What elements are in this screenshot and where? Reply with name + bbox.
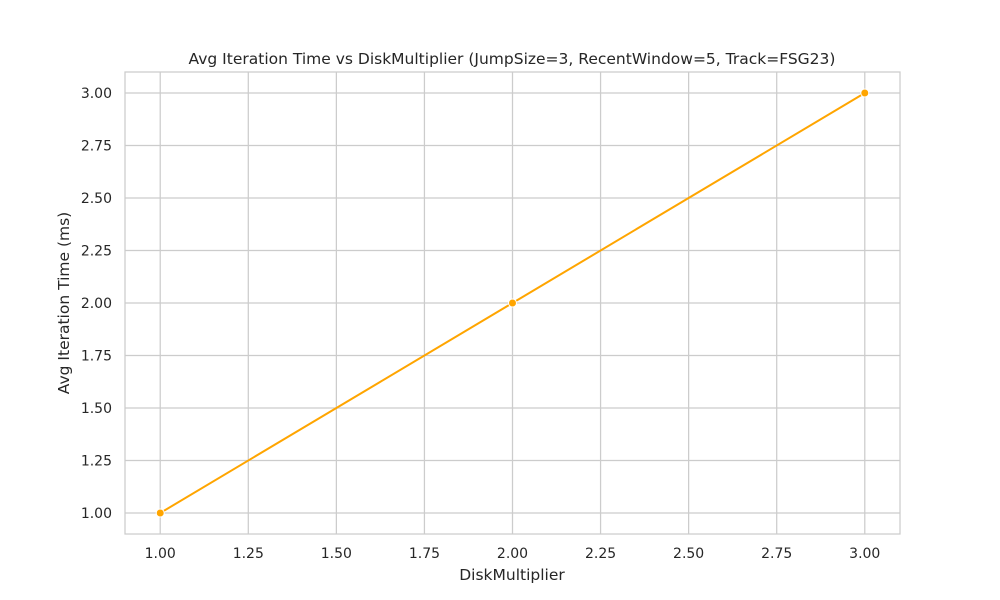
x-tick-label-5: 2.25 — [585, 546, 616, 562]
x-tick-label-1: 1.25 — [233, 546, 264, 562]
x-axis-label: DiskMultiplier — [459, 566, 565, 584]
x-tick-label-3: 1.75 — [409, 546, 440, 562]
data-point-0 — [155, 508, 165, 518]
y-tick-label-6: 2.50 — [81, 191, 112, 207]
y-tick-label-2: 1.50 — [81, 401, 112, 417]
y-axis-label: Avg Iteration Time (ms) — [55, 212, 73, 394]
y-tick-label-0: 1.00 — [81, 506, 112, 522]
y-tick-label-7: 2.75 — [81, 139, 112, 155]
x-tick-label-6: 2.50 — [673, 546, 704, 562]
x-tick-label-8: 3.00 — [849, 546, 880, 562]
y-tick-label-1: 1.25 — [81, 454, 112, 470]
y-tick-label-4: 2.00 — [81, 296, 112, 312]
x-tick-label-4: 2.00 — [497, 546, 528, 562]
series-layer — [155, 88, 870, 518]
plot-area — [124, 71, 901, 535]
y-tick-label-5: 2.25 — [81, 244, 112, 260]
chart-title: Avg Iteration Time vs DiskMultiplier (Ju… — [189, 50, 836, 68]
y-tick-label-3: 1.75 — [81, 349, 112, 365]
y-tick-label-8: 3.00 — [81, 86, 112, 102]
x-axis-ticks: 1.00 1.25 1.50 1.75 2.00 2.25 2.50 2.75 3.00 — [145, 546, 881, 562]
x-tick-label-0: 1.00 — [145, 546, 176, 562]
x-tick-label-2: 1.50 — [321, 546, 352, 562]
data-point-1 — [508, 298, 517, 308]
x-tick-label-7: 2.75 — [761, 546, 792, 562]
y-axis-ticks: 1.00 1.25 1.50 1.75 2.00 2.25 2.50 2.75 3.00 — [81, 86, 112, 522]
data-point-2 — [860, 88, 870, 98]
